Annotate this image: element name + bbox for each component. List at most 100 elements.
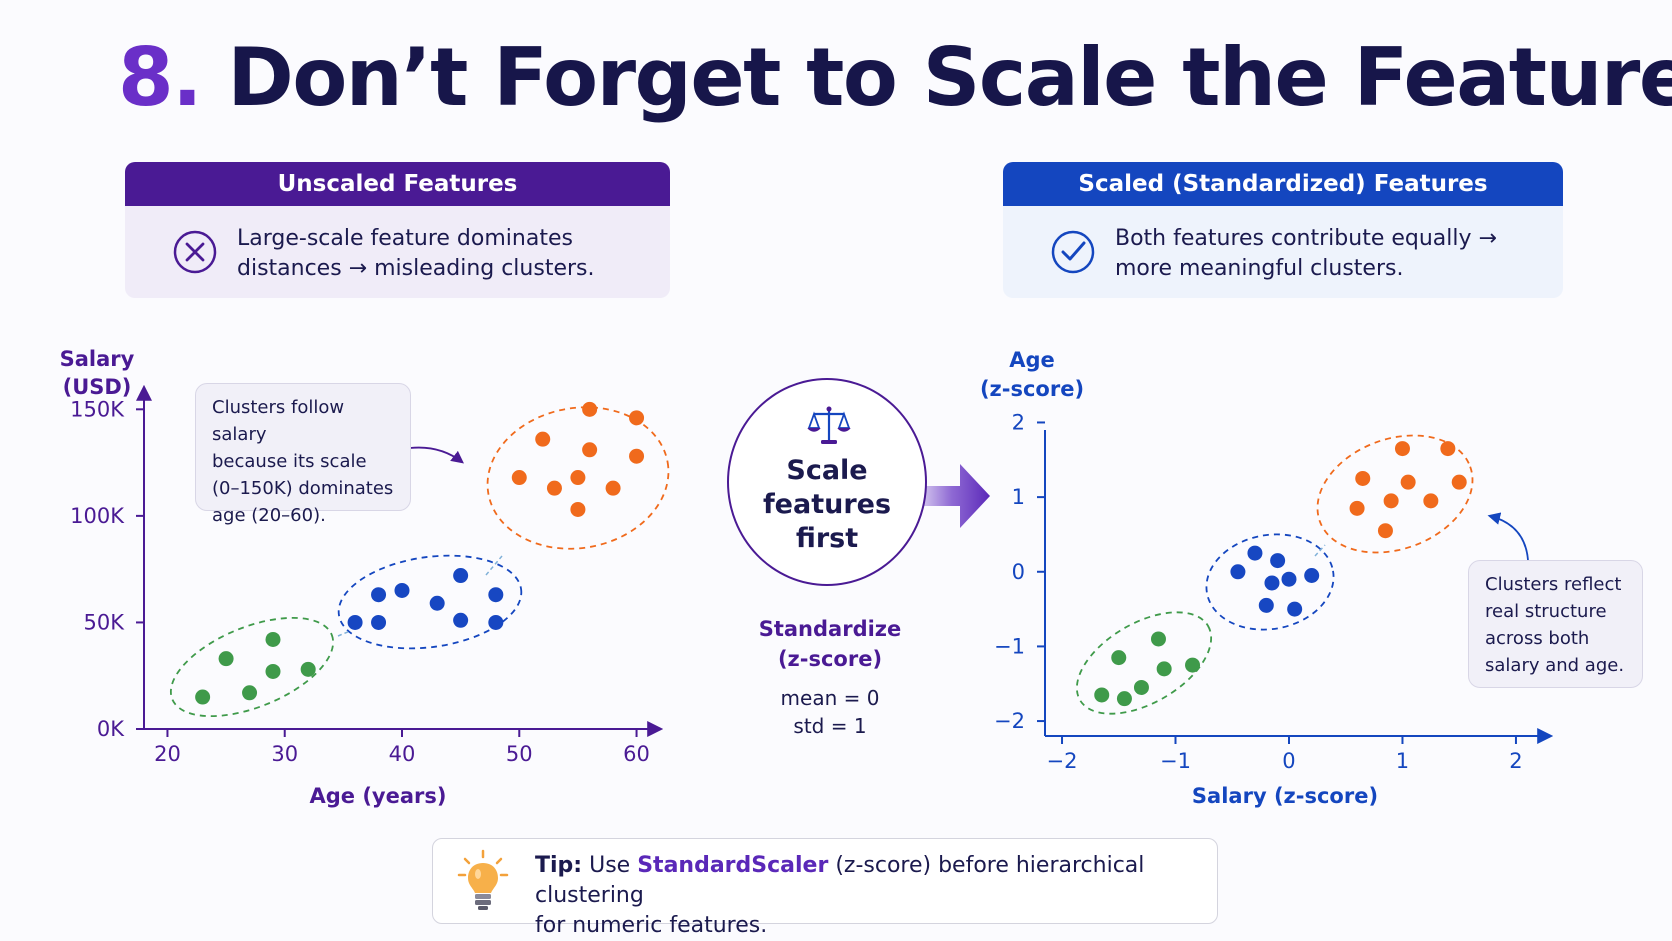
- right-point-series-2: [1400, 474, 1416, 490]
- right-x-tick-label: 2: [1509, 749, 1522, 773]
- right-y-tick-label: 1: [1012, 485, 1025, 509]
- left-callout-line4: age (20–60).: [212, 505, 326, 526]
- center-label-line1: Scale: [786, 455, 868, 486]
- right-point-series-2: [1440, 441, 1456, 457]
- left-y-tick-label: 100K: [70, 504, 125, 528]
- left-point-series-2: [605, 480, 621, 496]
- left-point-series-2: [629, 448, 645, 464]
- right-point-series-1: [1287, 601, 1303, 617]
- tip-label: Tip:: [535, 853, 583, 878]
- green-cluster-outline: [169, 616, 335, 718]
- tip-pre: Use: [589, 853, 631, 878]
- left-point-series-2: [511, 470, 527, 486]
- left-callout-line2: because its scale: [212, 451, 367, 472]
- right-point-series-2: [1355, 470, 1371, 486]
- right-callout-line4: salary and age.: [1485, 655, 1625, 676]
- left-x-tick-label: 50: [506, 742, 533, 766]
- left-x-tick-label: 40: [389, 742, 416, 766]
- title-text: Don’t Forget to Scale the Features: [227, 31, 1672, 124]
- blue-cluster-outline: [337, 554, 523, 650]
- left-callout-line3: (0–150K) dominates: [212, 478, 394, 499]
- link-green-blue: [337, 630, 351, 637]
- left-y-tick-label: 50K: [84, 610, 126, 634]
- orange-cluster-outline: [486, 406, 670, 550]
- tip-line2: for numeric features.: [535, 913, 768, 938]
- left-point-series-1: [394, 582, 410, 598]
- left-callout-line1: Clusters follow salary: [212, 397, 345, 445]
- scaled-panel-line2: more meaningful clusters.: [1115, 256, 1404, 281]
- left-xlabel: Age (years): [310, 784, 447, 808]
- right-point-series-0: [1094, 687, 1110, 703]
- right-point-series-1: [1281, 571, 1297, 587]
- right-callout: Clusters reflect real structure across b…: [1468, 560, 1643, 688]
- left-point-series-1: [453, 568, 469, 584]
- right-point-series-0: [1150, 631, 1166, 647]
- right-point-series-2: [1377, 523, 1393, 539]
- left-point-series-2: [570, 470, 586, 486]
- right-callout-line2: real structure: [1485, 601, 1607, 622]
- right-y-tick-label: −1: [994, 634, 1025, 658]
- right-point-series-0: [1156, 661, 1172, 677]
- left-point-series-1: [371, 587, 387, 603]
- unscaled-panel-line1: Large-scale feature dominates: [237, 226, 573, 251]
- left-point-series-0: [242, 685, 258, 701]
- right-point-series-2: [1383, 493, 1399, 509]
- right-point-series-1: [1270, 553, 1286, 569]
- left-point-series-1: [429, 595, 445, 611]
- blue-cluster-outline-scaled: [1205, 533, 1335, 631]
- left-point-series-0: [195, 689, 211, 705]
- right-ylabel-l2: (z-score): [980, 377, 1084, 401]
- title-number: 8.: [118, 31, 203, 124]
- right-point-series-0: [1111, 650, 1127, 666]
- right-callout-line1: Clusters reflect: [1485, 574, 1622, 595]
- standardize-label-line1: Standardize: [758, 617, 902, 641]
- left-x-tick-label: 30: [271, 742, 298, 766]
- right-chart: −2 −1 0 1 2 −2 −1 0 1 2 Age (z-score) Salary (z-s…: [980, 348, 1554, 808]
- mean-label: mean = 0: [780, 686, 880, 710]
- right-point-series-1: [1264, 575, 1280, 591]
- scale-features-circle: Scale features first: [727, 378, 927, 586]
- right-point-series-0: [1133, 679, 1149, 695]
- tip-keyword: StandardScaler: [637, 853, 829, 878]
- right-xlabel: Salary (z-score): [1192, 784, 1378, 808]
- left-y-tick-label: 150K: [70, 397, 125, 421]
- right-callout-line3: across both: [1485, 628, 1590, 649]
- check-circle-icon: [1051, 230, 1095, 274]
- orange-cluster-outline-scaled: [1316, 434, 1474, 554]
- unscaled-panel-line2: distances → misleading clusters.: [237, 256, 595, 281]
- left-point-series-2: [582, 401, 598, 417]
- right-point-series-2: [1349, 500, 1365, 516]
- left-x-tick-label: 20: [154, 742, 181, 766]
- scaled-panel-header: Scaled (Standardized) Features: [1003, 162, 1563, 206]
- right-point-series-1: [1304, 568, 1320, 583]
- left-x-tick-label: 60: [623, 742, 650, 766]
- left-point-series-0: [265, 631, 281, 647]
- left-callout: Clusters follow salary because its scale…: [195, 383, 411, 526]
- link-blue-orange-scaled: [1314, 544, 1326, 557]
- right-point-series-1: [1230, 564, 1246, 580]
- right-x-tick-label: −2: [1047, 749, 1078, 773]
- scaled-panel: Scaled (Standardized) Features Both feat…: [1003, 162, 1563, 298]
- green-cluster-outline-scaled: [1075, 611, 1213, 715]
- left-point-series-0: [265, 663, 281, 679]
- left-callout-arrow: [409, 446, 464, 464]
- left-point-series-2: [535, 431, 551, 447]
- left-y-tick-label: 0K: [97, 717, 125, 741]
- std-label: std = 1: [793, 714, 867, 738]
- scale-arrow: [905, 464, 990, 528]
- left-point-series-1: [347, 614, 363, 630]
- right-y-tick-label: 0: [1012, 560, 1025, 584]
- right-y-tick-label: −2: [994, 709, 1025, 733]
- right-x-tick-label: 1: [1396, 749, 1409, 773]
- right-x-tick-label: −1: [1160, 749, 1191, 773]
- center-label-line2: features: [762, 489, 892, 520]
- left-point-series-2: [629, 410, 645, 426]
- standardize-label-line2: (z-score): [777, 647, 883, 671]
- right-point-series-1: [1258, 597, 1274, 613]
- right-point-series-0: [1116, 691, 1132, 707]
- left-point-series-2: [570, 501, 586, 517]
- scaled-panel-line1: Both features contribute equally →: [1115, 226, 1497, 251]
- right-point-series-2: [1394, 441, 1410, 457]
- left-ylabel-l2: (USD): [63, 375, 132, 399]
- right-point-series-0: [1185, 657, 1201, 673]
